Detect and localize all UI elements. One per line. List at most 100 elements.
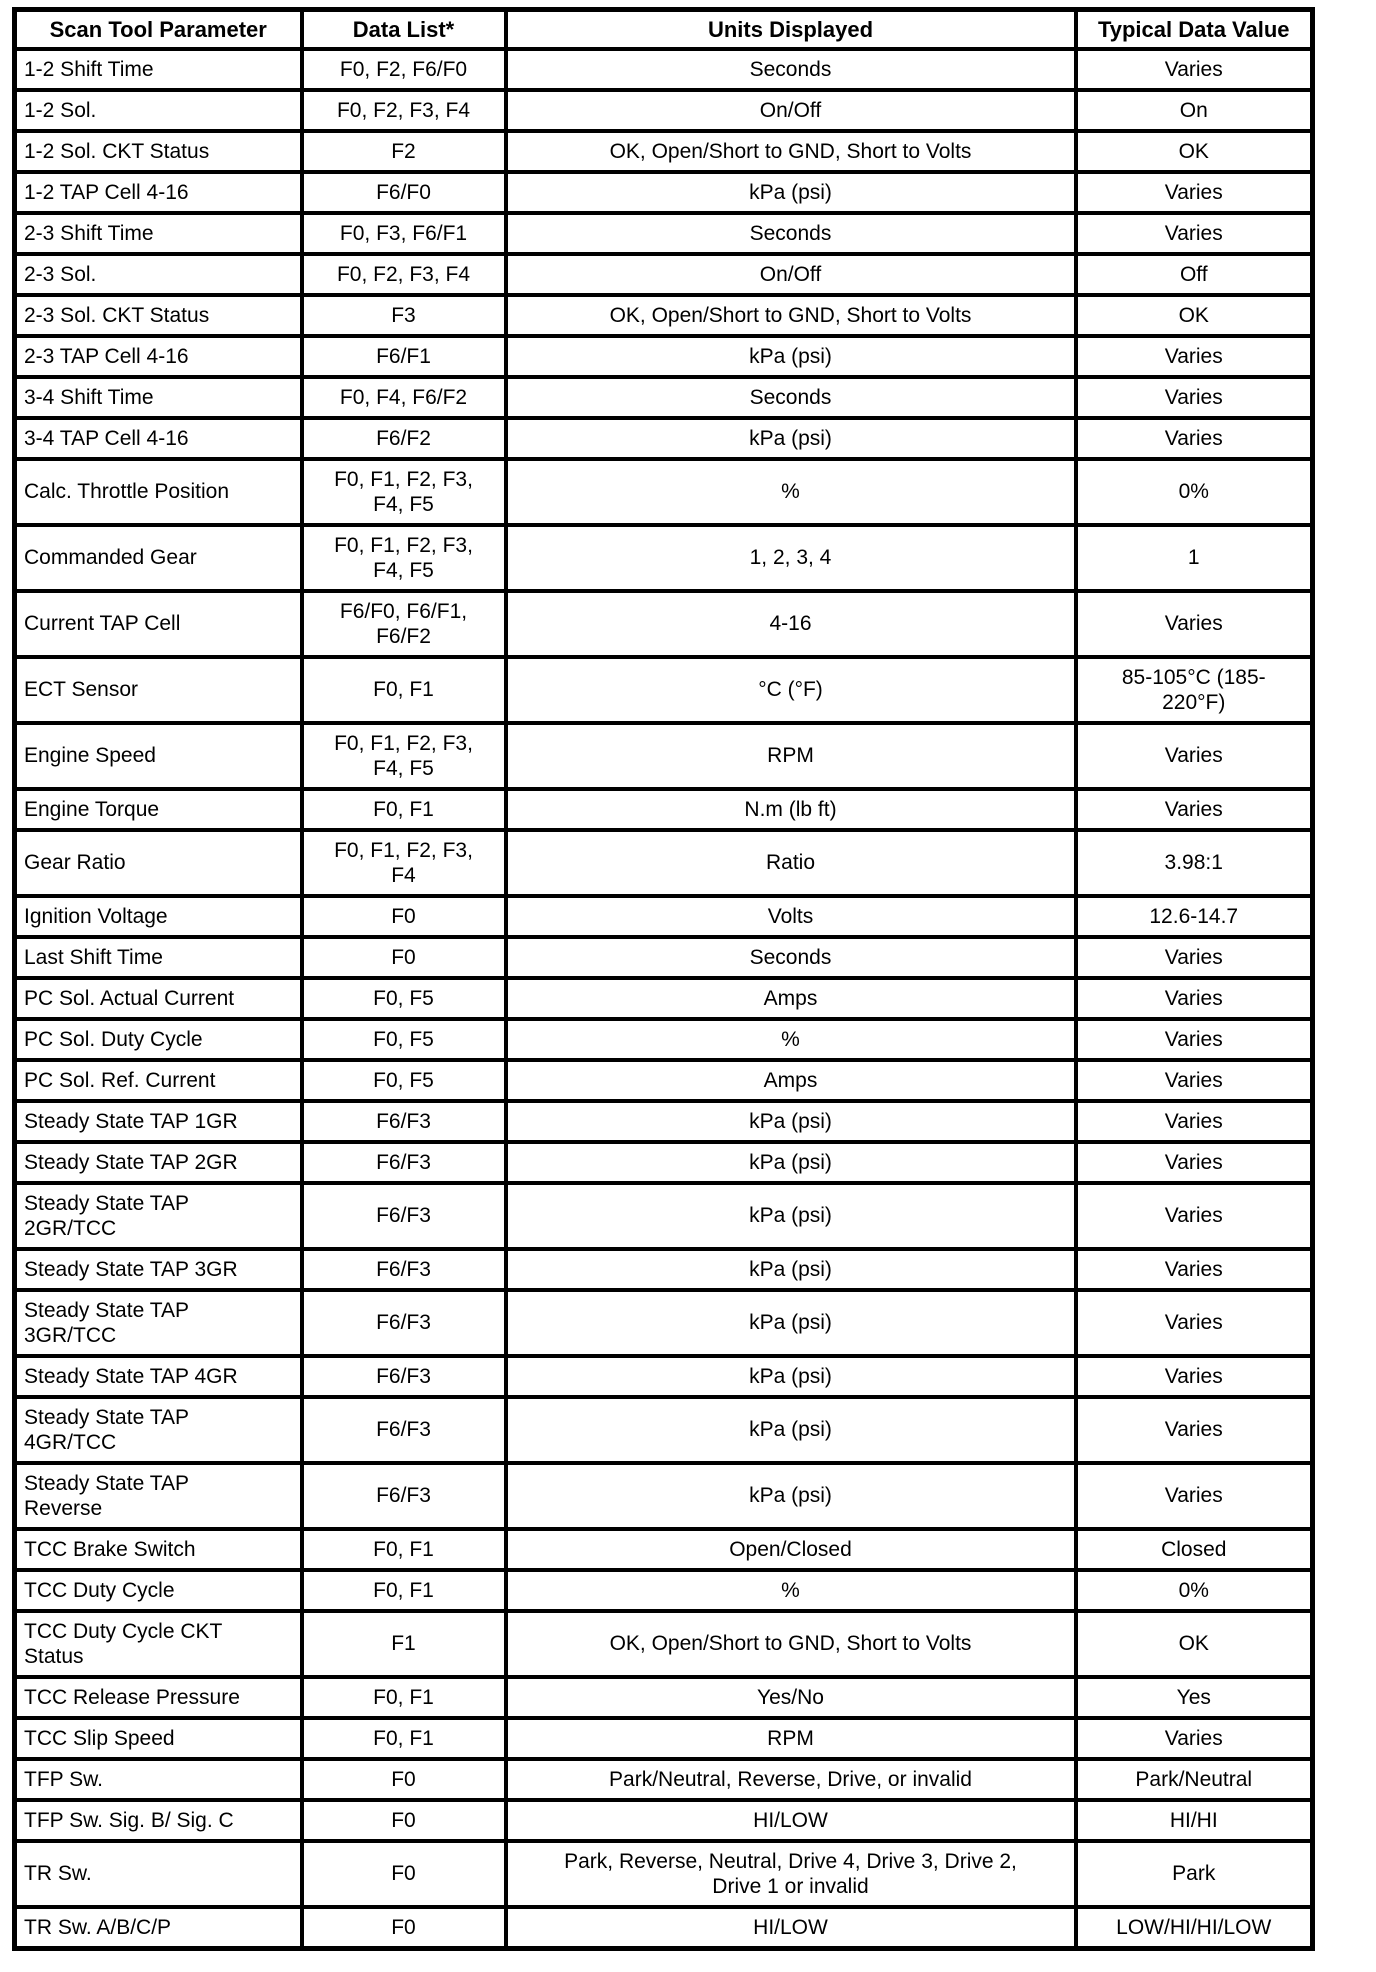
units-cell: kPa (psi) — [503, 169, 1078, 215]
value-cell: LOW/HI/HI/LOW — [1073, 1904, 1315, 1950]
data-list-cell: F0, F4, F6/F2 — [299, 374, 508, 420]
param-cell: Gear Ratio — [12, 827, 304, 898]
value-cell: Varies — [1073, 934, 1315, 980]
table-row: Steady State TAP 4GR/TCC F6/F3 kPa (psi)… — [12, 1394, 1315, 1465]
data-list-cell: F0, F2, F6/F0 — [299, 46, 508, 92]
param-cell: Steady State TAP 4GR/TCC — [12, 1394, 304, 1465]
param-cell: 2-3 TAP Cell 4-16 — [12, 333, 304, 379]
table-row: Steady State TAP 2GR/TCC F6/F3 kPa (psi)… — [12, 1180, 1315, 1251]
units-cell: kPa (psi) — [503, 415, 1078, 461]
table-row: Steady State TAP 2GR F6/F3 kPa (psi) Var… — [12, 1139, 1315, 1185]
value-cell: HI/HI — [1073, 1797, 1315, 1843]
value-cell: Varies — [1073, 1180, 1315, 1251]
data-list-cell: F0 — [299, 893, 508, 939]
value-cell: Varies — [1073, 333, 1315, 379]
param-cell: 3-4 Shift Time — [12, 374, 304, 420]
param-cell: Last Shift Time — [12, 934, 304, 980]
data-list-cell: F0, F5 — [299, 1057, 508, 1103]
units-cell: On/Off — [503, 87, 1078, 133]
units-cell: Volts — [503, 893, 1078, 939]
table-row: PC Sol. Actual Current F0, F5 Amps Varie… — [12, 975, 1315, 1021]
data-list-cell: F0, F1 — [299, 1567, 508, 1613]
data-list-cell: F6/F1 — [299, 333, 508, 379]
data-list-cell: F0, F1, F2, F3, F4, F5 — [299, 456, 508, 527]
data-list-cell: F0 — [299, 1756, 508, 1802]
data-list-cell: F6/F0 — [299, 169, 508, 215]
table-row: 2-3 TAP Cell 4-16 F6/F1 kPa (psi) Varies — [12, 333, 1315, 379]
data-list-cell: F0, F2, F3, F4 — [299, 87, 508, 133]
param-cell: PC Sol. Duty Cycle — [12, 1016, 304, 1062]
param-cell: Steady State TAP Reverse — [12, 1460, 304, 1531]
units-cell: % — [503, 1016, 1078, 1062]
data-list-cell: F0, F1 — [299, 1674, 508, 1720]
data-list-cell: F0, F1 — [299, 1526, 508, 1572]
units-cell: Park, Reverse, Neutral, Drive 4, Drive 3… — [503, 1838, 1078, 1909]
value-cell: 0% — [1073, 1567, 1315, 1613]
units-cell: Yes/No — [503, 1674, 1078, 1720]
data-list-cell: F0, F1, F2, F3, F4 — [299, 827, 508, 898]
col-header-scan-tool-parameter: Scan Tool Parameter — [12, 7, 304, 51]
param-cell: TCC Brake Switch — [12, 1526, 304, 1572]
units-cell: Seconds — [503, 934, 1078, 980]
param-cell: Calc. Throttle Position — [12, 456, 304, 527]
data-list-cell: F0 — [299, 1838, 508, 1909]
table-row: Engine Speed F0, F1, F2, F3, F4, F5 RPM … — [12, 720, 1315, 791]
data-list-cell: F6/F3 — [299, 1246, 508, 1292]
units-cell: Seconds — [503, 46, 1078, 92]
value-cell: Varies — [1073, 1016, 1315, 1062]
value-cell: 1 — [1073, 522, 1315, 593]
data-list-cell: F0, F5 — [299, 1016, 508, 1062]
units-cell: Open/Closed — [503, 1526, 1078, 1572]
value-cell: Varies — [1073, 46, 1315, 92]
value-cell: Varies — [1073, 1715, 1315, 1761]
value-cell: Park/Neutral — [1073, 1756, 1315, 1802]
col-header-typical-data-value: Typical Data Value — [1073, 7, 1315, 51]
data-list-cell: F0, F1 — [299, 1715, 508, 1761]
param-cell: 3-4 TAP Cell 4-16 — [12, 415, 304, 461]
units-cell: °C (°F) — [503, 654, 1078, 725]
value-cell: Varies — [1073, 720, 1315, 791]
value-cell: Varies — [1073, 1353, 1315, 1399]
param-cell: 1-2 Sol. — [12, 87, 304, 133]
value-cell: OK — [1073, 1608, 1315, 1679]
data-list-cell: F0, F2, F3, F4 — [299, 251, 508, 297]
param-cell: TCC Release Pressure — [12, 1674, 304, 1720]
table-row: 2-3 Sol. F0, F2, F3, F4 On/Off Off — [12, 251, 1315, 297]
units-cell: kPa (psi) — [503, 1353, 1078, 1399]
value-cell: Closed — [1073, 1526, 1315, 1572]
table-row: Last Shift Time F0 Seconds Varies — [12, 934, 1315, 980]
table-row: TFP Sw. Sig. B/ Sig. C F0 HI/LOW HI/HI — [12, 1797, 1315, 1843]
data-list-cell: F6/F3 — [299, 1460, 508, 1531]
table-row: Engine Torque F0, F1 N.m (lb ft) Varies — [12, 786, 1315, 832]
table-row: 1-2 Sol. F0, F2, F3, F4 On/Off On — [12, 87, 1315, 133]
data-list-cell: F6/F0, F6/F1, F6/F2 — [299, 588, 508, 659]
param-cell: Current TAP Cell — [12, 588, 304, 659]
param-cell: TR Sw. — [12, 1838, 304, 1909]
param-cell: Ignition Voltage — [12, 893, 304, 939]
value-cell: On — [1073, 87, 1315, 133]
table-row: TFP Sw. F0 Park/Neutral, Reverse, Drive,… — [12, 1756, 1315, 1802]
param-cell: PC Sol. Ref. Current — [12, 1057, 304, 1103]
scan-tool-parameter-table: Scan Tool Parameter Data List* Units Dis… — [12, 7, 1315, 1951]
table-row: Steady State TAP Reverse F6/F3 kPa (psi)… — [12, 1460, 1315, 1531]
table-row: TR Sw. A/B/C/P F0 HI/LOW LOW/HI/HI/LOW — [12, 1904, 1315, 1950]
data-list-cell: F6/F2 — [299, 415, 508, 461]
value-cell: Varies — [1073, 588, 1315, 659]
table-header: Scan Tool Parameter Data List* Units Dis… — [12, 7, 1315, 51]
data-list-cell: F3 — [299, 292, 508, 338]
data-list-cell: F0, F1 — [299, 786, 508, 832]
value-cell: Varies — [1073, 374, 1315, 420]
param-cell: 1-2 TAP Cell 4-16 — [12, 169, 304, 215]
table-row: Steady State TAP 1GR F6/F3 kPa (psi) Var… — [12, 1098, 1315, 1144]
param-cell: 1-2 Shift Time — [12, 46, 304, 92]
table-row: Calc. Throttle Position F0, F1, F2, F3, … — [12, 456, 1315, 527]
value-cell: 12.6-14.7 — [1073, 893, 1315, 939]
param-cell: TCC Duty Cycle — [12, 1567, 304, 1613]
units-cell: OK, Open/Short to GND, Short to Volts — [503, 292, 1078, 338]
units-cell: OK, Open/Short to GND, Short to Volts — [503, 128, 1078, 174]
table-row: 1-2 Sol. CKT Status F2 OK, Open/Short to… — [12, 128, 1315, 174]
value-cell: 0% — [1073, 456, 1315, 527]
param-cell: ECT Sensor — [12, 654, 304, 725]
table-row: Gear Ratio F0, F1, F2, F3, F4 Ratio 3.98… — [12, 827, 1315, 898]
table-row: TCC Duty Cycle CKT Status F1 OK, Open/Sh… — [12, 1608, 1315, 1679]
